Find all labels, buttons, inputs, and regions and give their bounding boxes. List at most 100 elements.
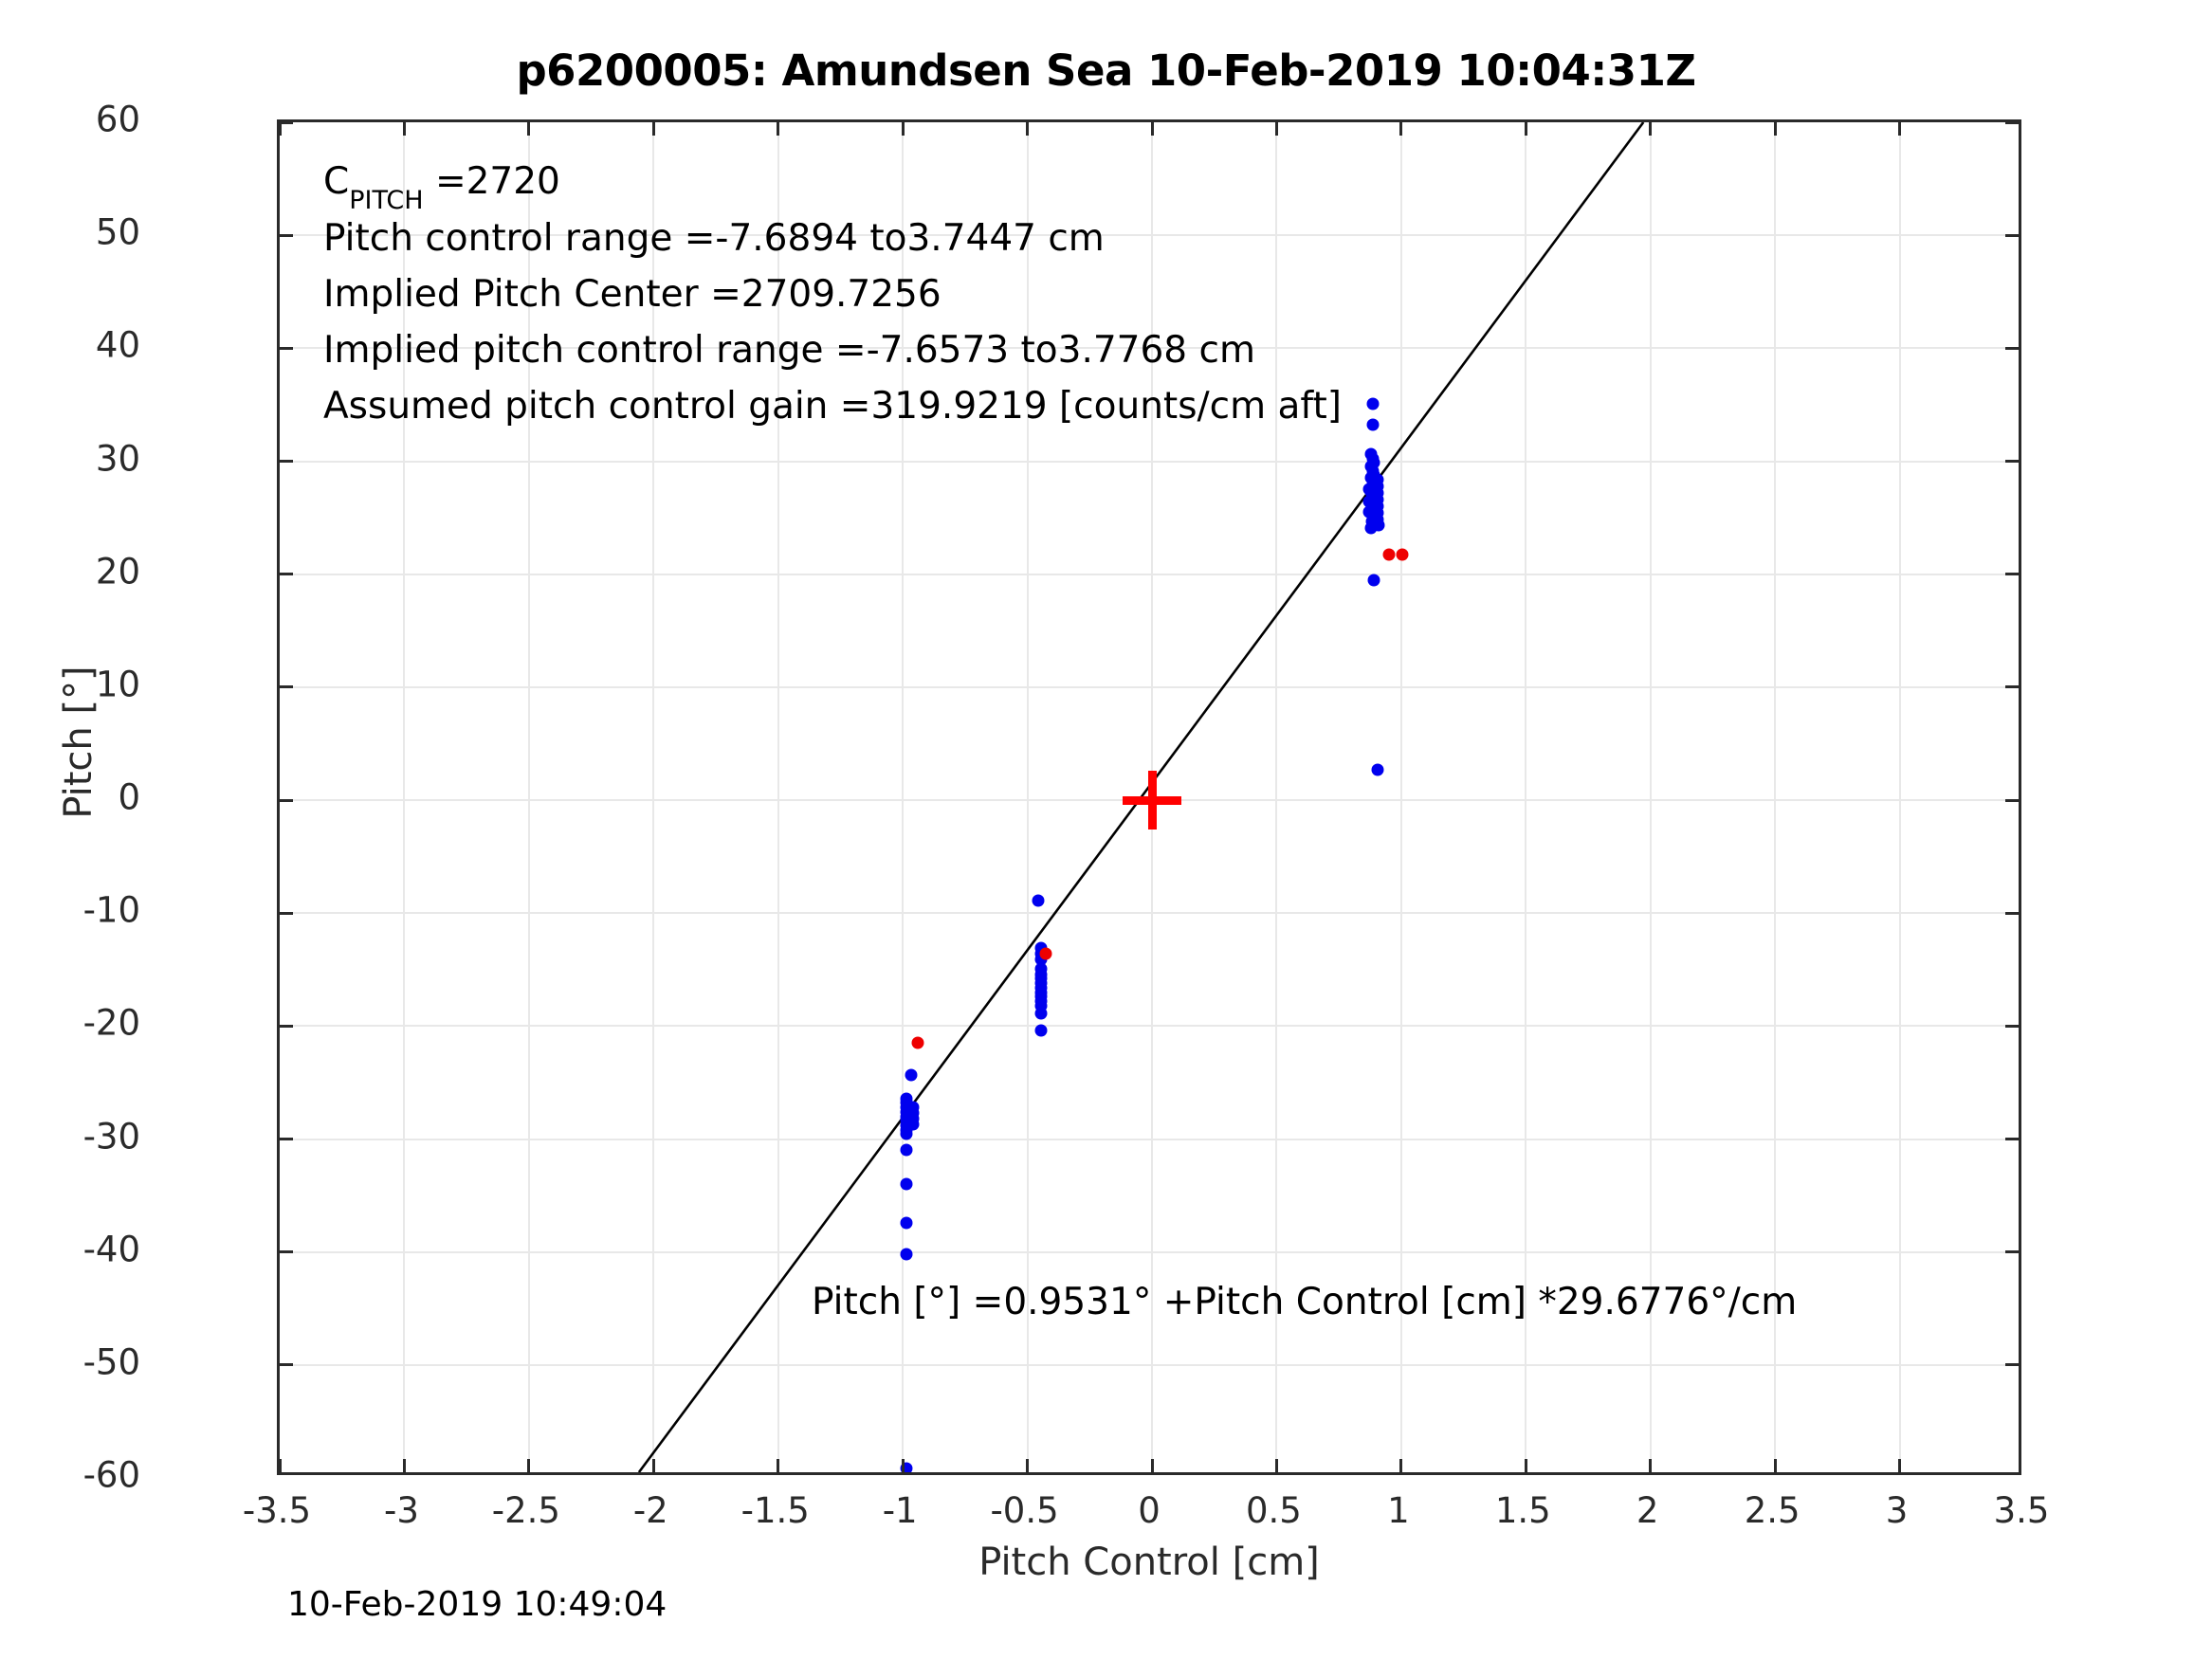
data-point: [1366, 397, 1380, 410]
x-axis-tick: [1524, 1459, 1527, 1472]
y-axis-tick: [280, 233, 293, 237]
x-axis-tick: [1649, 1459, 1653, 1472]
y-axis-tick-right: [2005, 122, 2019, 124]
c-pitch-symbol: C: [323, 160, 350, 203]
x-axis-tick-top: [901, 122, 905, 136]
annotation-layer: CPITCH =2720 Pitch control range =-7.689…: [280, 122, 2019, 1472]
x-axis-tick: [1026, 1459, 1030, 1472]
y-axis-tick: [280, 122, 293, 124]
y-tick-label: 0: [118, 776, 140, 818]
x-tick-label: -2.5: [491, 1490, 560, 1531]
data-point: [900, 1177, 913, 1191]
annotation-implied-pitch-center: Implied Pitch Center =2709.7256: [323, 273, 941, 316]
center-marker-vertical: [1147, 771, 1157, 830]
y-tick-label: -10: [82, 889, 140, 931]
x-axis-tick: [1274, 1459, 1278, 1472]
y-axis-tick-right: [2005, 346, 2019, 350]
x-tick-label: -2: [632, 1490, 668, 1531]
plot-area: CPITCH =2720 Pitch control range =-7.689…: [277, 119, 2021, 1475]
x-tick-label: -3: [383, 1490, 419, 1531]
x-axis-tick: [1898, 1459, 1902, 1472]
annotation-c-pitch: CPITCH =2720: [323, 160, 560, 215]
y-axis-tick-right: [2005, 1363, 2019, 1367]
x-tick-label: 0.5: [1246, 1490, 1302, 1531]
gridline-horizontal: [280, 1250, 2019, 1253]
data-point: [1362, 495, 1376, 508]
c-pitch-subscript: PITCH: [349, 185, 424, 215]
annotation-fit-equation: Pitch [°] =0.9531° +Pitch Control [cm] *…: [812, 1281, 1798, 1323]
center-marker-icon: [1123, 771, 1181, 830]
x-axis-tick: [651, 1459, 655, 1472]
y-axis-label: Pitch [°]: [57, 665, 101, 819]
x-axis-tick-top: [1026, 122, 1030, 136]
y-axis-tick-right: [2005, 1024, 2019, 1028]
gridline-vertical: [1399, 122, 1402, 1472]
data-point: [1362, 505, 1376, 519]
y-axis-tick-right: [2005, 460, 2019, 463]
x-axis-tick: [901, 1459, 905, 1472]
y-axis-tick-right: [2005, 1250, 2019, 1254]
y-axis-tick: [280, 573, 293, 576]
data-point: [1034, 1007, 1048, 1020]
y-axis-tick-right: [2005, 1138, 2019, 1140]
data-point: [1382, 548, 1396, 561]
data-point: [1367, 574, 1380, 587]
y-tick-label: 50: [95, 211, 140, 253]
x-tick-label: -1.5: [740, 1490, 810, 1531]
x-axis-tick-top: [1773, 122, 1777, 136]
data-points-layer: [280, 122, 2019, 1472]
gridline-horizontal: [280, 1138, 2019, 1140]
y-axis-tick-right: [2005, 573, 2019, 576]
data-point: [900, 1216, 913, 1230]
x-axis-tick: [402, 1459, 406, 1472]
gridline-vertical: [777, 122, 779, 1472]
gridline-vertical: [652, 122, 655, 1472]
gridline-horizontal: [280, 234, 2019, 237]
data-point: [1039, 947, 1052, 960]
y-tick-label: -50: [82, 1341, 140, 1383]
data-point: [906, 1118, 920, 1131]
y-tick-label: -60: [82, 1454, 140, 1496]
gridline-vertical: [403, 122, 406, 1472]
page-title: p6200005: Amundsen Sea 10-Feb-2019 10:04…: [516, 46, 1696, 96]
y-axis-tick: [280, 1363, 293, 1367]
gridline-vertical: [1649, 122, 1652, 1472]
data-point: [900, 1248, 913, 1261]
x-tick-label: 3: [1885, 1490, 1909, 1531]
annotation-pitch-control-range: Pitch control range =-7.6894 to3.7447 cm: [323, 217, 1105, 260]
gridline-horizontal: [280, 347, 2019, 350]
x-tick-label: 2: [1636, 1490, 1659, 1531]
data-point: [1362, 483, 1376, 496]
gridline-horizontal: [280, 460, 2019, 463]
data-point: [1366, 418, 1380, 431]
y-tick-label: -30: [82, 1116, 140, 1157]
y-tick-label: 20: [95, 551, 140, 592]
gridline-horizontal: [280, 912, 2019, 915]
gridline-horizontal: [280, 1363, 2019, 1366]
x-axis-tick: [1773, 1459, 1777, 1472]
x-axis-tick-top: [1649, 122, 1653, 136]
data-point: [900, 1143, 913, 1157]
y-axis-tick: [280, 1024, 293, 1028]
x-axis-tick-top: [777, 122, 780, 136]
x-axis-tick-top: [1524, 122, 1527, 136]
gridline-vertical: [1026, 122, 1029, 1472]
gridline-vertical: [1525, 122, 1527, 1472]
y-axis-tick-right: [2005, 798, 2019, 802]
x-tick-label: -3.5: [242, 1490, 312, 1531]
x-axis-tick-top: [651, 122, 655, 136]
y-axis-tick: [280, 911, 293, 915]
gridline-vertical: [902, 122, 905, 1472]
data-point: [1372, 519, 1385, 532]
x-axis-tick-top: [402, 122, 406, 136]
footer-timestamp: 10-Feb-2019 10:49:04: [287, 1585, 667, 1624]
y-tick-label: 10: [95, 664, 140, 705]
annotation-implied-pitch-control-range: Implied pitch control range =-7.6573 to3…: [323, 329, 1255, 372]
x-axis-tick-top: [1274, 122, 1278, 136]
y-axis-tick-right: [2005, 233, 2019, 237]
data-point: [1034, 1024, 1048, 1037]
data-point: [1396, 548, 1409, 561]
x-axis-tick: [777, 1459, 780, 1472]
x-tick-label: -0.5: [990, 1490, 1059, 1531]
